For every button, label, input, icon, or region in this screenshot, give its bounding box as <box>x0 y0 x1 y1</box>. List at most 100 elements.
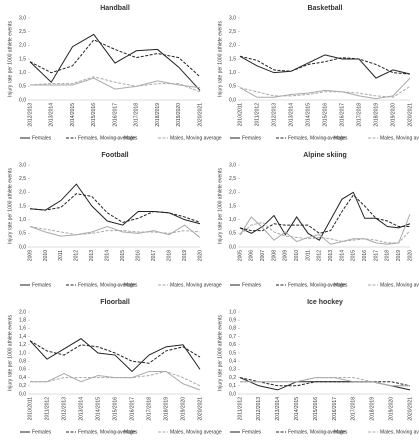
legend-label: Males, Moving average <box>170 429 222 435</box>
legend-label: Males, Moving average <box>170 135 222 141</box>
x-tick-label: 2011/2012 <box>237 397 243 420</box>
y-tick-label: 0,8 <box>229 326 236 332</box>
x-tick-label: 2005 <box>237 250 243 261</box>
x-tick-label: 2016/2017 <box>112 103 118 127</box>
legend-label: Males, Moving average <box>380 429 419 435</box>
legend-label: Females <box>242 282 262 288</box>
x-tick-label: 2015/2016 <box>91 103 97 127</box>
series-line <box>30 370 201 387</box>
x-tick-label: 2014/2015 <box>95 397 101 421</box>
y-tick-label: 1,0 <box>19 70 26 76</box>
series-line <box>29 76 201 93</box>
y-tick-label: 1,5 <box>19 203 26 209</box>
series-line <box>29 338 201 373</box>
y-tick-label: 2,0 <box>229 190 236 196</box>
x-tick-label: 2010/2011 <box>237 103 243 126</box>
y-tick-label: 2,0 <box>19 190 26 196</box>
series-line <box>239 214 411 245</box>
y-axis-label: Injury rate per 1000 athlete events <box>7 168 13 244</box>
x-tick-label: 2013 <box>328 250 334 261</box>
y-tick-label: 2,0 <box>19 43 26 49</box>
legend-label: Females, Moving average <box>288 282 346 288</box>
y-tick-label: 0,0 <box>229 97 236 103</box>
y-tick-label: 3,0 <box>19 15 26 21</box>
x-tick-label: 2012/2013 <box>61 397 67 421</box>
x-tick-label: 2017/2018 <box>134 103 140 127</box>
series-line <box>29 183 201 226</box>
x-tick-label: 2017 <box>373 250 379 261</box>
x-tick-label: 2015 <box>351 250 357 261</box>
x-tick-label: 2014 <box>339 250 345 261</box>
x-tick-label: 2019/2020 <box>176 103 182 127</box>
x-tick-label: 2016/2017 <box>339 103 345 127</box>
x-tick-label: 2012 <box>317 250 323 261</box>
x-tick-label: 2020 <box>197 250 203 261</box>
y-tick-label: 1,0 <box>229 70 236 76</box>
x-tick-label: 2006 <box>249 250 255 261</box>
legend-label: Females, Moving average <box>288 135 346 141</box>
y-tick-label: 3,0 <box>229 162 236 168</box>
x-tick-label: 2009 <box>283 250 289 261</box>
x-tick-label: 2019 <box>396 250 402 261</box>
legend-label: Males <box>124 282 138 288</box>
x-tick-label: 2018 <box>166 250 172 261</box>
y-tick-label: 0,5 <box>229 84 236 90</box>
series-line <box>29 33 201 91</box>
legend-label: Males, Moving average <box>170 282 222 288</box>
y-tick-label: 2,5 <box>19 29 26 35</box>
series-line <box>30 370 201 391</box>
y-tick-label: 0,5 <box>229 231 236 237</box>
y-tick-label: 1,0 <box>229 309 236 315</box>
x-tick-label: 2013/2014 <box>49 103 55 127</box>
legend-label: Males <box>334 282 348 288</box>
y-tick-label: 2,0 <box>19 309 26 315</box>
x-tick-label: 2013/2014 <box>288 103 294 127</box>
x-tick-label: 2015/2016 <box>112 397 118 421</box>
y-tick-label: 2,5 <box>19 176 26 182</box>
series-line <box>239 54 411 79</box>
x-tick-label: 2019/2020 <box>180 397 186 421</box>
y-tick-label: 0,6 <box>229 342 236 348</box>
y-tick-label: 0,1 <box>229 383 236 389</box>
y-tick-label: 0,0 <box>19 244 26 250</box>
y-tick-label: 1,0 <box>229 217 236 223</box>
y-tick-label: 2,5 <box>229 176 236 182</box>
y-axis-label: Injury rate per 1000 athlete events <box>217 168 223 244</box>
legend-label: Males, Moving average <box>380 135 419 141</box>
y-tick-label: 0,8 <box>19 359 26 365</box>
x-tick-label: 2018/2019 <box>155 103 161 127</box>
y-tick-label: 2,5 <box>229 29 236 35</box>
y-axis-label: Injury rate per 1000 athlete events <box>217 315 223 391</box>
x-tick-label: 2011 <box>305 250 311 261</box>
x-tick-label: 2014/2015 <box>305 103 311 127</box>
legend-label: Females, Moving average <box>78 282 136 288</box>
x-tick-label: 2012/2013 <box>271 103 277 127</box>
legend-label: Males <box>334 135 348 141</box>
x-tick-label: 2016 <box>136 250 142 261</box>
x-tick-label: 2012/2013 <box>27 103 33 127</box>
x-tick-label: 2017/2018 <box>146 397 152 421</box>
legend-label: Females <box>32 135 52 141</box>
y-tick-label: 0,4 <box>19 375 26 381</box>
y-tick-label: 0,0 <box>229 244 236 250</box>
y-tick-label: 0,9 <box>229 318 236 324</box>
x-tick-label: 2013/2014 <box>78 397 84 421</box>
series-line <box>239 55 411 75</box>
legend-label: Females, Moving average <box>78 429 136 435</box>
x-tick-label: 2018/2019 <box>370 397 376 421</box>
legend-label: Males, Moving average <box>380 282 419 288</box>
y-tick-label: 3,0 <box>229 15 236 21</box>
y-tick-label: 1,5 <box>229 56 236 62</box>
series-line <box>29 39 201 78</box>
y-tick-label: 2,0 <box>229 43 236 49</box>
y-tick-label: 1,5 <box>19 56 26 62</box>
y-tick-label: 0,2 <box>229 375 236 381</box>
x-tick-label: 2020/2021 <box>197 103 203 127</box>
x-tick-label: 2015 <box>120 250 126 261</box>
y-tick-label: 0,0 <box>229 391 236 397</box>
legend-label: Females <box>32 282 52 288</box>
panel-title: Alpine skiing <box>303 152 347 159</box>
x-tick-label: 2016/2017 <box>332 397 338 421</box>
x-tick-label: 2019 <box>182 250 188 261</box>
